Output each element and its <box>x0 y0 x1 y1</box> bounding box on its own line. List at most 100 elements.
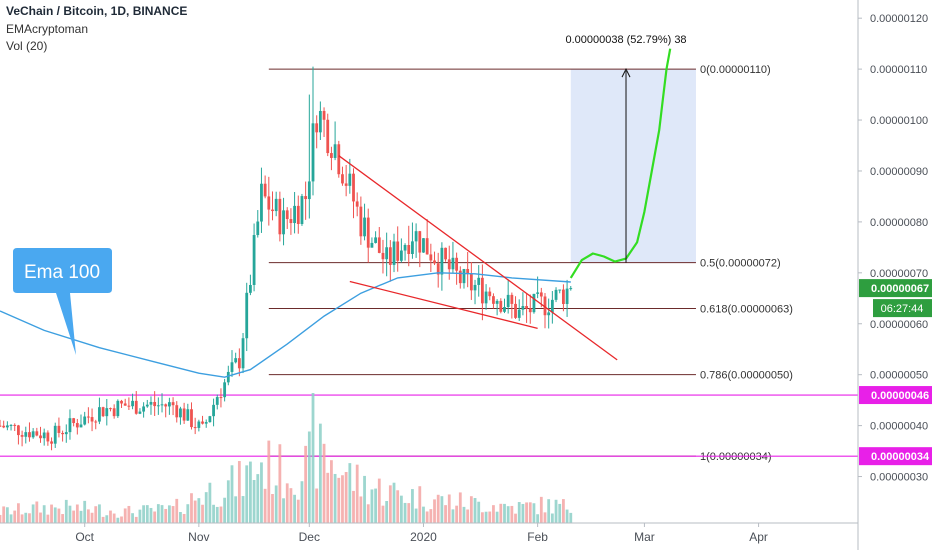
price-tag-label: 0.00000046 <box>871 390 929 402</box>
volume-bar <box>31 504 35 523</box>
volume-bar <box>260 462 263 523</box>
candle-body <box>422 238 425 253</box>
volume-bar <box>532 503 536 523</box>
candle-body <box>451 257 455 270</box>
volume-bar <box>20 514 24 523</box>
volume-bar <box>201 504 204 523</box>
volume-bar <box>539 496 543 523</box>
volume-bar <box>528 502 532 523</box>
candle-body <box>528 308 532 313</box>
candle-body <box>17 425 20 436</box>
fib-label: 1(0.00000034) <box>700 451 772 463</box>
volume-bar <box>341 475 344 523</box>
candle-body <box>186 409 190 421</box>
x-tick-label: Mar <box>634 530 655 544</box>
candle-body <box>381 252 385 260</box>
candle-body <box>399 250 403 261</box>
candle-body <box>293 205 296 224</box>
volume-bar <box>466 509 470 523</box>
candle-body <box>245 292 249 339</box>
candle-body <box>536 292 540 294</box>
candle-body <box>355 201 359 207</box>
volume-bar <box>473 498 477 523</box>
candle-body <box>359 206 363 237</box>
indicator-ema-label: EMAcryptoman <box>6 22 89 36</box>
candle-body <box>101 407 105 417</box>
volume-bar <box>57 508 61 523</box>
volume-bar <box>451 509 455 523</box>
price-tag <box>859 386 932 405</box>
candle-body <box>337 144 341 175</box>
volume-bar <box>554 499 558 523</box>
candle-body <box>35 431 39 436</box>
candle-body <box>142 406 146 412</box>
candle-body <box>322 110 326 120</box>
volume-bar <box>267 440 271 523</box>
candle-body <box>123 403 127 406</box>
volume-bar <box>72 510 76 523</box>
candle-body <box>543 296 547 316</box>
volume-bar <box>53 507 57 523</box>
volume-bar <box>263 488 267 523</box>
fib-label: 0.618(0.00000063) <box>700 303 793 315</box>
candle-body <box>160 404 164 406</box>
candle-body <box>39 435 42 439</box>
candle-body <box>116 400 120 417</box>
x-tick-label: 2020 <box>410 530 437 544</box>
candle-body <box>436 263 440 275</box>
volume-bar <box>429 509 433 523</box>
candle-body <box>267 196 271 210</box>
volume-bar <box>359 496 363 523</box>
countdown-label: 06:27:44 <box>881 303 924 315</box>
volume-bar <box>86 509 90 523</box>
candle-body <box>488 291 492 297</box>
candle-body <box>525 306 528 309</box>
candle-body <box>318 110 322 133</box>
volume-bar <box>477 501 481 523</box>
volume-bar <box>223 497 227 523</box>
candle-body <box>562 289 565 304</box>
candle-body <box>57 425 61 433</box>
candle-body <box>411 241 414 254</box>
candle-body <box>252 235 256 285</box>
volume-bar <box>230 465 234 523</box>
candle-body <box>131 400 134 407</box>
volume-bar <box>123 508 127 523</box>
volume-bar <box>35 501 39 523</box>
volume-bar <box>300 481 304 523</box>
candle-body <box>569 288 573 290</box>
volume-bar <box>363 475 366 523</box>
candle-body <box>271 209 274 212</box>
candle-body <box>547 312 551 316</box>
candles <box>0 66 573 451</box>
volume-bar <box>116 517 120 523</box>
volume-bar <box>536 514 540 523</box>
candle-body <box>112 408 116 417</box>
candle-body <box>495 300 499 304</box>
candle-body <box>274 198 278 212</box>
candle-body <box>215 397 219 405</box>
candle-body <box>230 362 234 372</box>
volume-bar <box>433 499 436 523</box>
ema-100-line <box>0 272 571 378</box>
symbol-title: VeChain / Bitcoin, 1D, BINANCE <box>6 4 188 18</box>
y-tick-label: 0.00000060 <box>870 319 928 331</box>
volume-bar <box>13 510 17 523</box>
volume-bar <box>440 496 444 523</box>
candle-body <box>282 210 285 235</box>
candle-body <box>72 418 76 424</box>
volume-bar <box>418 486 422 523</box>
y-tick-label: 0.00000070 <box>870 268 928 280</box>
candle-body <box>208 416 212 423</box>
volume-bar <box>444 505 447 523</box>
candle-body <box>46 432 50 442</box>
candle-body <box>145 404 149 407</box>
volume-bar <box>422 506 425 523</box>
volume-bar <box>503 503 506 523</box>
volume-bar <box>322 443 326 523</box>
candle-body <box>300 196 304 225</box>
candle-body <box>558 289 562 291</box>
candle-body <box>105 408 109 417</box>
candle-body <box>506 294 510 307</box>
